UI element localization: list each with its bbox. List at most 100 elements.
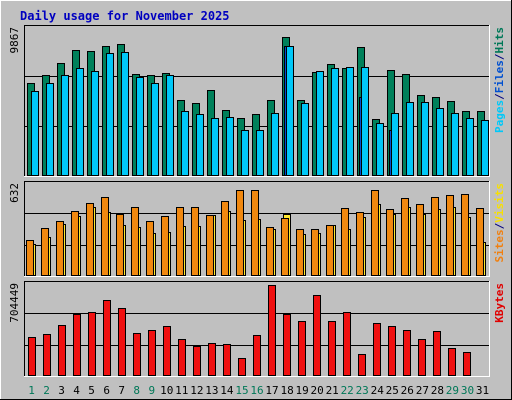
bar-kbytes-day-25: [388, 326, 396, 376]
bar-sites-day-12: [191, 207, 199, 276]
y-max-label: 9867: [8, 27, 21, 54]
legend-item: Visits: [493, 183, 506, 223]
legend-item: Sites: [493, 229, 506, 262]
bar-kbytes-day-6: [103, 300, 111, 376]
bar-kbytes-day-29: [448, 348, 456, 376]
bar-sites-day-2: [41, 228, 49, 276]
series-kbytes: [28, 285, 471, 376]
bar-kbytes-day-13: [208, 343, 216, 376]
day-label-12: 12: [190, 384, 203, 397]
bar-kbytes-day-26: [403, 330, 411, 376]
bar-kbytes-day-4: [73, 314, 81, 376]
day-label-10: 10: [160, 384, 173, 397]
bar-pages-day-21: [331, 68, 339, 176]
bar-kbytes-day-18: [283, 314, 291, 376]
y-max-label: 704449: [8, 283, 21, 323]
bar-pages-day-31: [481, 120, 489, 176]
bar-sites-day-20: [311, 229, 319, 276]
day-label-15: 15: [235, 384, 248, 397]
bar-sites-day-9: [146, 221, 154, 276]
day-label-1: 1: [28, 384, 35, 397]
bar-kbytes-day-21: [328, 321, 336, 376]
bar-sites-day-18: [281, 218, 289, 276]
legend-item: Files: [493, 60, 506, 93]
bar-sites-day-30: [461, 194, 469, 276]
day-label-20: 20: [310, 384, 323, 397]
legend-kbytes: KBytes: [493, 283, 506, 323]
bar-kbytes-day-30: [463, 352, 471, 376]
day-label-2: 2: [43, 384, 50, 397]
day-label-5: 5: [88, 384, 95, 397]
bar-kbytes-day-3: [58, 325, 66, 376]
bar-pages-day-6: [106, 53, 114, 176]
bar-pages-day-26: [406, 102, 414, 176]
bar-pages-day-18: [286, 46, 294, 176]
bar-sites-day-14: [221, 201, 229, 276]
day-label-17: 17: [265, 384, 278, 397]
bar-kbytes-day-19: [298, 321, 306, 376]
day-label-18: 18: [280, 384, 293, 397]
legend-item: KBytes: [493, 283, 506, 323]
legend-item: /: [493, 93, 506, 100]
bar-pages-day-16: [256, 130, 264, 176]
panel-kbytes: 704449: [8, 281, 490, 377]
bar-kbytes-day-14: [223, 344, 231, 376]
bar-kbytes-day-9: [148, 330, 156, 376]
chart-panels: 9867 632 704449: [8, 25, 490, 377]
bar-pages-day-1: [31, 91, 39, 176]
bar-sites-day-28: [431, 197, 439, 276]
bar-sites-day-6: [101, 197, 109, 276]
bar-pages-day-17: [271, 113, 279, 176]
bar-sites-day-11: [176, 207, 184, 276]
bar-sites-day-5: [86, 203, 94, 276]
day-label-24: 24: [371, 384, 385, 397]
bar-pages-day-20: [316, 71, 324, 176]
bar-pages-day-28: [436, 108, 444, 176]
bar-kbytes-day-20: [313, 295, 321, 376]
bar-kbytes-day-2: [43, 334, 51, 376]
bar-pages-day-13: [211, 118, 219, 176]
bar-pages-day-15: [241, 130, 249, 176]
bar-sites-day-25: [386, 209, 394, 276]
bar-pages-day-2: [46, 83, 54, 176]
series-pages: [31, 46, 489, 176]
series-sites: [26, 190, 484, 276]
bar-sites-day-4: [71, 211, 79, 276]
bar-sites-day-15: [236, 190, 244, 276]
legend-item: Hits: [493, 27, 506, 54]
day-label-26: 26: [401, 384, 414, 397]
legend-item: /: [493, 222, 506, 229]
bar-sites-day-16: [251, 190, 259, 276]
day-label-16: 16: [250, 384, 263, 397]
day-label-27: 27: [416, 384, 429, 397]
bar-pages-day-25: [391, 113, 399, 176]
bar-pages-day-7: [121, 52, 129, 176]
bar-pages-day-22: [346, 67, 354, 176]
day-label-3: 3: [58, 384, 65, 397]
bar-pages-day-10: [166, 75, 174, 176]
bar-kbytes-day-11: [178, 339, 186, 376]
day-label-21: 21: [326, 384, 339, 397]
day-label-25: 25: [386, 384, 399, 397]
bar-pages-day-9: [151, 83, 159, 176]
bar-sites-day-27: [416, 204, 424, 276]
bar-kbytes-day-1: [28, 337, 36, 376]
bar-kbytes-day-27: [418, 339, 426, 376]
bar-pages-day-19: [301, 103, 309, 176]
bar-sites-day-1: [26, 240, 34, 276]
bar-kbytes-day-16: [253, 335, 261, 376]
day-label-14: 14: [220, 384, 234, 397]
day-label-13: 13: [205, 384, 218, 397]
day-label-9: 9: [148, 384, 155, 397]
bar-kbytes-day-10: [163, 326, 171, 376]
bar-sites-day-29: [446, 195, 454, 276]
bar-kbytes-day-23: [358, 354, 366, 376]
legend-item: Pages: [493, 100, 506, 133]
bar-pages-day-14: [226, 117, 234, 176]
day-label-22: 22: [341, 384, 354, 397]
bar-pages-day-30: [466, 118, 474, 176]
bar-kbytes-day-5: [88, 312, 96, 376]
day-label-6: 6: [103, 384, 110, 397]
